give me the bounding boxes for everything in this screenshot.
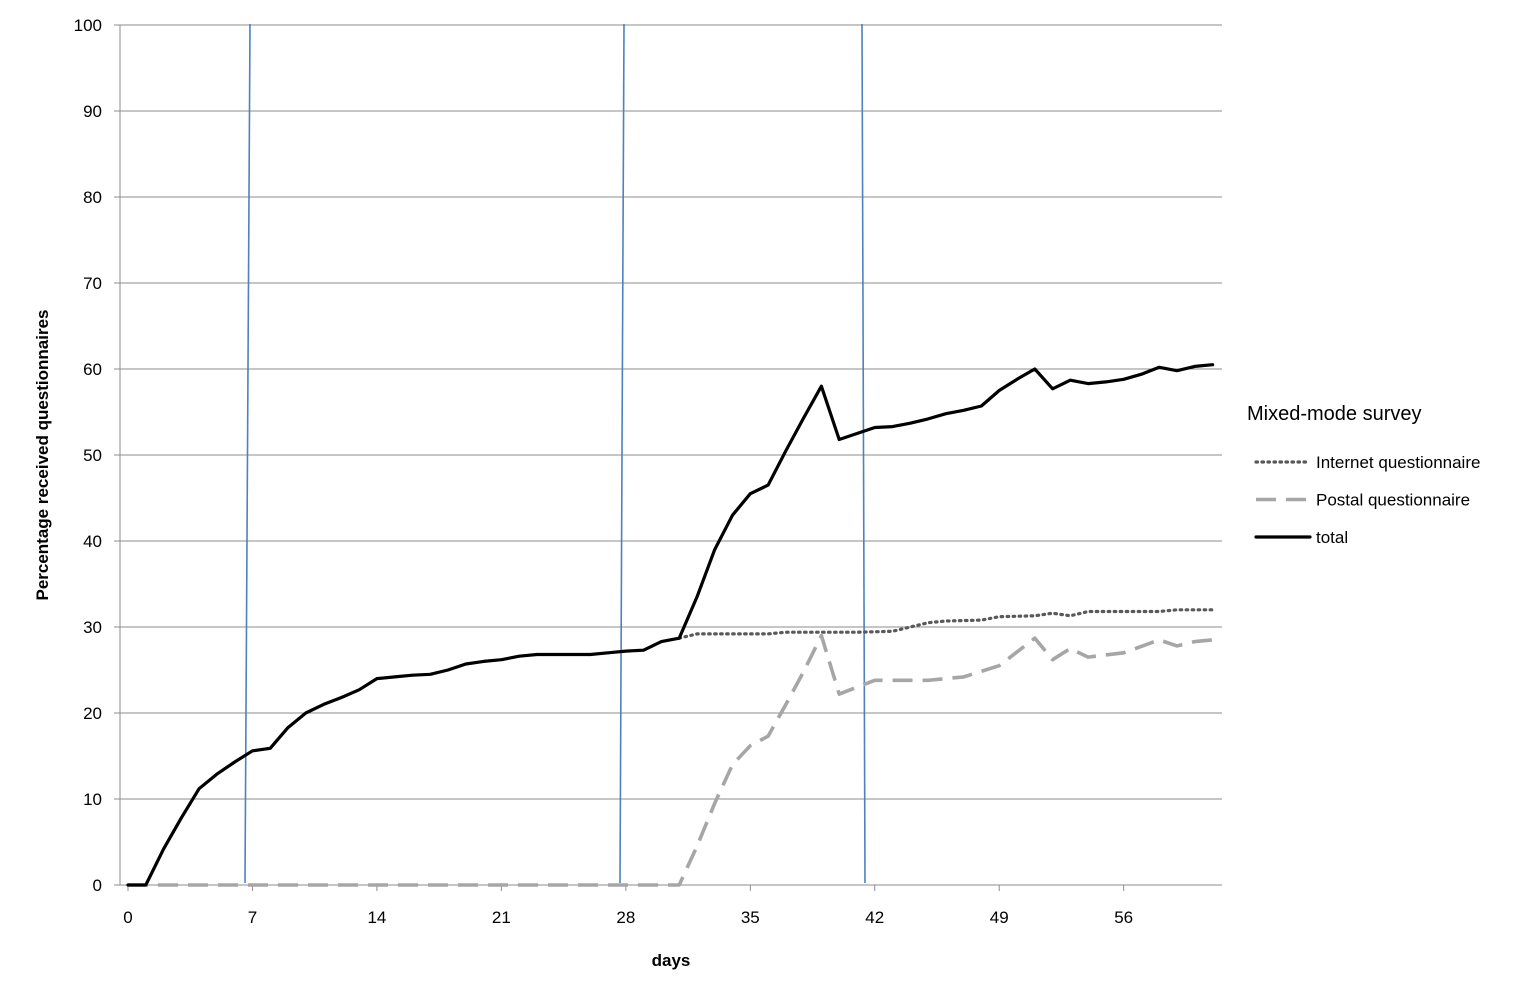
tick-labels: 0 10 20 30 40 50 60 70 80 90 100 0 7 14 21 28 35 42 49 56	[74, 16, 1134, 927]
series-lines	[126, 363, 1215, 887]
x-tick-label: 56	[1114, 908, 1133, 927]
x-tick-label: 14	[367, 908, 386, 927]
y-tick-label: 30	[83, 618, 102, 637]
legend: Mixed-mode survey Internet questionnaire…	[1247, 403, 1480, 547]
y-tick-label: 100	[74, 16, 102, 35]
reference-line-day-7	[244, 23, 251, 884]
y-tick-label: 20	[83, 704, 102, 723]
legend-label: Postal questionnaire	[1316, 491, 1470, 510]
y-tick-label: 10	[83, 790, 102, 809]
x-tick-label: 7	[248, 908, 257, 927]
series-line-total	[126, 363, 1215, 887]
x-tick-label: 28	[616, 908, 635, 927]
axes	[114, 24, 1222, 891]
y-tick-label: 0	[93, 876, 102, 895]
x-tick-label: 0	[123, 908, 132, 927]
y-axis-title: Percentage received questionnaires	[33, 309, 52, 600]
x-tick-label: 21	[492, 908, 511, 927]
y-tick-label: 60	[83, 360, 102, 379]
x-axis-title: days	[652, 951, 691, 970]
reference-line-day-28	[619, 23, 625, 884]
series-line-internet-questionnaire	[677, 608, 1215, 640]
x-tick-label: 42	[865, 908, 884, 927]
series-line-postal-questionnaire	[128, 633, 1213, 887]
y-tick-label: 50	[83, 446, 102, 465]
reference-line-day-42	[861, 23, 866, 884]
legend-label: Internet questionnaire	[1316, 453, 1480, 472]
x-tick-label: 35	[741, 908, 760, 927]
reference-lines	[244, 23, 866, 884]
y-tick-label: 40	[83, 532, 102, 551]
legend-items: Internet questionnaire Postal questionnai…	[1254, 453, 1480, 547]
y-tick-label: 90	[83, 102, 102, 121]
x-tick-label: 49	[990, 908, 1009, 927]
y-tick-label: 80	[83, 188, 102, 207]
y-tick-label: 70	[83, 274, 102, 293]
legend-title: Mixed-mode survey	[1247, 403, 1422, 425]
grid-lines	[120, 24, 1222, 800]
legend-label: total	[1316, 528, 1348, 547]
